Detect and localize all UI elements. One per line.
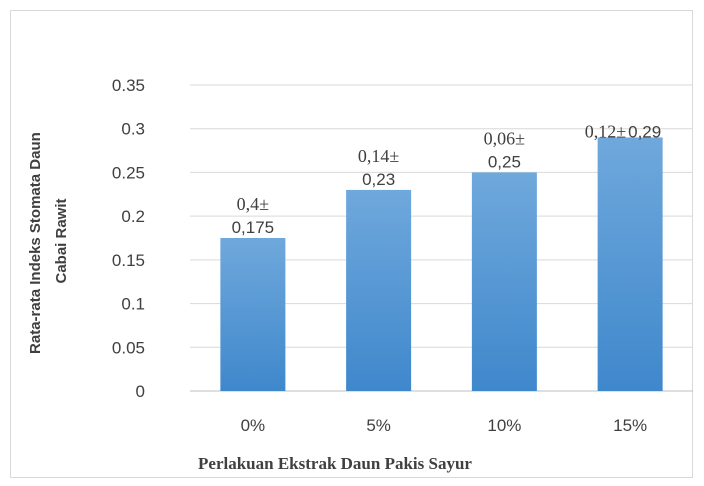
x-axis-ticks: 0% 5% 10% 15% [241, 416, 648, 435]
x-tick-label: 10% [487, 416, 521, 435]
bar-5-percent [346, 189, 412, 391]
x-tick-label: 0% [241, 416, 266, 435]
x-tick-label: 5% [366, 416, 391, 435]
x-tick-label: 15% [613, 416, 647, 435]
sd-label: 0,06± [484, 128, 526, 148]
y-axis-title-line-2: Cabai Rawit [53, 198, 70, 283]
y-tick-label: 0.25 [112, 163, 145, 182]
value-label: 0,23 [362, 170, 395, 189]
y-tick-label: 0.1 [121, 295, 145, 314]
y-tick-label: 0.2 [121, 207, 145, 226]
sd-label: 0,12± [585, 121, 627, 141]
y-tick-label: 0.3 [121, 120, 145, 139]
y-tick-label: 0 [136, 382, 145, 401]
value-label: 0,29 [628, 122, 661, 141]
y-axis-ticks: 0 0.05 0.1 0.15 0.2 0.25 0.3 0.35 [112, 76, 145, 401]
sd-label: 0,4± [237, 194, 270, 214]
y-axis-title-line-1: Rata-rata Indeks Stomata Daun [27, 132, 44, 354]
bar-10-percent [471, 172, 537, 391]
value-label: 0,175 [232, 218, 275, 237]
y-tick-label: 0.15 [112, 251, 145, 270]
bar-15-percent [597, 137, 663, 391]
sd-label: 0,14± [358, 146, 400, 166]
y-tick-label: 0.35 [112, 76, 145, 95]
bars [220, 137, 663, 391]
y-tick-label: 0.05 [112, 338, 145, 357]
y-axis-title: Rata-rata Indeks Stomata Daun Cabai Rawi… [27, 128, 70, 354]
x-axis-title: Perlakuan Ekstrak Daun Pakis Sayur [198, 454, 472, 473]
bar-0-percent [220, 238, 286, 391]
data-labels: 0,4± 0,175 0,14± 0,23 0,06± 0,25 0,12± 0,29 [232, 121, 662, 237]
value-label: 0,25 [488, 152, 521, 171]
